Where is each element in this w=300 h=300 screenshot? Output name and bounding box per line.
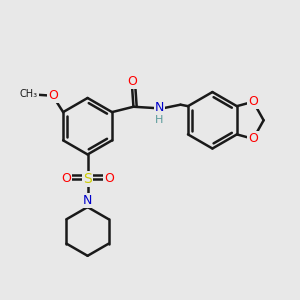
Text: O: O bbox=[248, 132, 258, 146]
Text: O: O bbox=[104, 172, 114, 185]
Text: H: H bbox=[155, 115, 164, 124]
Text: N: N bbox=[83, 194, 92, 207]
Text: CH₃: CH₃ bbox=[20, 89, 38, 99]
Text: N: N bbox=[154, 101, 164, 114]
Text: O: O bbox=[127, 75, 137, 88]
Text: S: S bbox=[83, 172, 92, 186]
Text: O: O bbox=[48, 89, 58, 102]
Text: O: O bbox=[61, 172, 71, 185]
Text: O: O bbox=[248, 95, 258, 108]
